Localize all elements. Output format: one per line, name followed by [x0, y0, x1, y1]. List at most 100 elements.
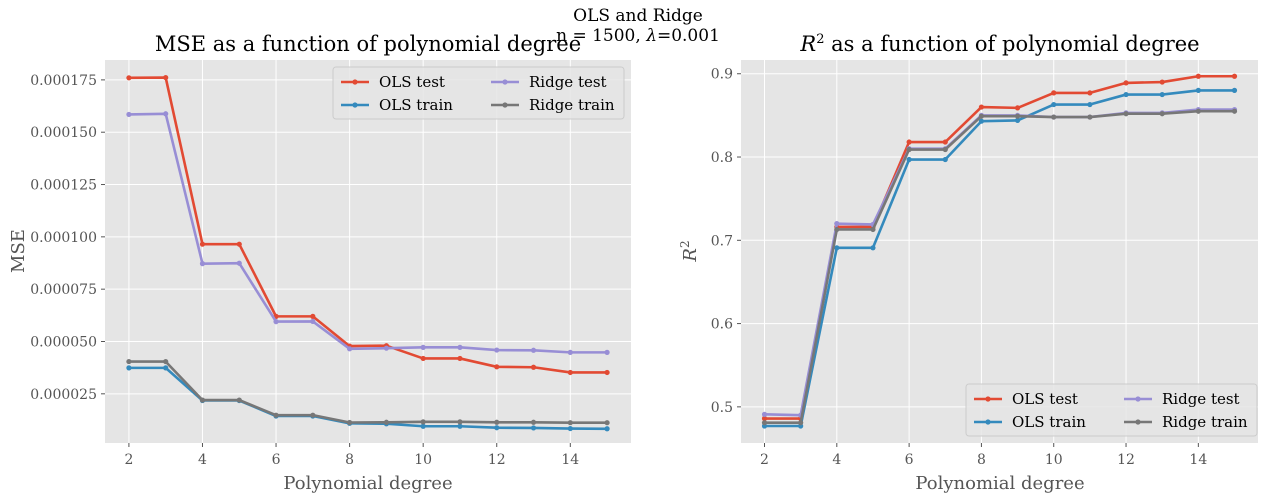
r2-xtick-label: 4	[832, 452, 841, 468]
mse-ridge-train-point	[420, 419, 426, 425]
mse-xtick-label: 14	[561, 452, 579, 468]
mse-ridge-train-point	[604, 420, 610, 426]
r2-legend-ols-train-marker	[985, 419, 991, 425]
mse-series-group	[126, 74, 610, 432]
mse-legend: OLS test OLS train Ridge test Ridge train	[332, 66, 625, 120]
mse-ridge-train-point	[163, 358, 169, 365]
r2-legend-ols-train-label: OLS train	[1012, 413, 1086, 431]
mse-ridge-train-point	[126, 358, 132, 365]
subtitle-value: =0.001	[656, 26, 720, 46]
r2-xtick-label: 8	[977, 452, 986, 468]
r2-ridge-train-point	[1123, 111, 1129, 117]
mse-ols-train-point	[604, 426, 610, 432]
mse-ols-test-point	[494, 364, 500, 370]
r2-ylabel-sup: 2	[678, 240, 692, 248]
mse-ridge-test-point	[457, 344, 463, 350]
mse-xlabel: Polynomial degree	[283, 473, 452, 494]
mse-ridge-train-line	[128, 360, 608, 425]
mse-ridge-train-point	[199, 397, 206, 403]
r2-ols-train-line	[764, 89, 1235, 428]
mse-ytick-label: 0.000050	[30, 334, 97, 350]
r2-ols-train-point	[906, 156, 912, 163]
r2-ridge-train-point	[1087, 114, 1093, 120]
figure-subtitle: n = 1500, λ=0.001	[0, 26, 1276, 46]
mse-ridge-train-point	[347, 419, 353, 426]
r2-ridge-test-point	[761, 411, 768, 417]
mse-legend-ols-test-label: OLS test	[379, 73, 445, 91]
r2-ols-train-point	[1123, 91, 1129, 98]
r2-title: R2 as a function of polynomial degree	[799, 32, 1199, 56]
r2-ols-test-point	[1231, 73, 1238, 79]
r2-series-group	[761, 73, 1238, 429]
mse-ols-train-point	[126, 365, 132, 371]
mse-ols-test-point	[199, 241, 206, 247]
mse-ylabel: MSE	[8, 229, 29, 273]
mse-panel: 2 4 6 8 10 12 14 0.000025 0.000050 0.000075 0.0001…	[8, 32, 631, 494]
r2-legend-ols-test-label: OLS test	[1012, 390, 1078, 408]
mse-ticks: 2 4 6 8 10 12 14 0.000025 0.000050 0.000075 0.0001…	[30, 73, 579, 468]
r2-ols-train-point	[870, 245, 876, 251]
r2-xtick-label: 12	[1117, 452, 1135, 468]
r2-ols-train-point	[1231, 87, 1238, 93]
mse-ols-train-point	[494, 425, 500, 431]
mse-ridge-train-point	[567, 420, 573, 426]
r2-ols-test-point	[761, 415, 768, 422]
r2-legend-ols-test-marker	[985, 396, 991, 402]
r2-plot-background	[741, 60, 1258, 443]
mse-ridge-train-point	[457, 419, 463, 425]
r2-ridge-train-point	[761, 420, 768, 426]
r2-ridge-train-point	[834, 226, 840, 233]
mse-ridge-test-point	[567, 349, 573, 355]
r2-ytick-label: 0.8	[711, 150, 733, 166]
r2-ridge-test-point	[834, 221, 840, 227]
mse-ols-test-point	[236, 241, 242, 247]
r2-ylabel-r: R	[680, 248, 701, 263]
r2-xtick-label: 6	[905, 452, 914, 468]
r2-ols-test-point	[1051, 90, 1057, 96]
r2-ols-train-point	[942, 156, 948, 163]
mse-ols-test-point	[530, 364, 537, 370]
r2-xtick-label: 14	[1189, 452, 1207, 468]
r2-ols-test-point	[1014, 105, 1021, 111]
subtitle-lambda: λ	[646, 26, 657, 46]
r2-ols-train-point	[1014, 117, 1021, 123]
r2-ridge-train-point	[870, 226, 876, 233]
r2-ols-test-point	[906, 139, 912, 145]
mse-ols-test-point	[567, 369, 573, 376]
r2-ols-test-point	[1195, 73, 1201, 79]
r2-xlabel: Polynomial degree	[915, 473, 1084, 494]
mse-ols-test-point	[310, 313, 316, 319]
r2-ridge-train-point	[1231, 108, 1238, 114]
subtitle-prefix: n = 1500,	[556, 26, 647, 46]
mse-ridge-test-point	[420, 344, 426, 350]
mse-ytick-label: 0.000100	[30, 230, 97, 246]
mse-ols-test-point	[126, 75, 132, 81]
r2-legend-ridge-test-label: Ridge test	[1162, 390, 1240, 408]
r2-legend-ridge-train-label: Ridge train	[1162, 413, 1248, 431]
mse-ols-test-point	[457, 355, 463, 362]
mse-ols-train-point	[457, 423, 463, 429]
r2-ridge-train-point	[942, 146, 948, 153]
r2-ridge-train-point	[978, 113, 985, 119]
r2-xtick-label: 10	[1045, 452, 1063, 468]
r2-legend-box	[965, 383, 1258, 437]
r2-title-rest: as a function of polynomial degree	[824, 32, 1199, 56]
mse-title: MSE as a function of polynomial degree	[155, 32, 581, 56]
mse-ridge-test-point	[383, 345, 389, 351]
mse-plot-background	[105, 60, 631, 443]
r2-title-r: R	[799, 32, 816, 56]
mse-ridge-test-point	[126, 111, 132, 118]
mse-ols-test-line	[128, 76, 608, 374]
figure-suptitle: OLS and Ridge	[0, 6, 1276, 26]
mse-legend-ridge-train-label: Ridge train	[529, 96, 615, 114]
mse-legend-ridge-test-marker	[502, 79, 508, 85]
r2-ols-test-point	[942, 139, 948, 145]
mse-ridge-train-point	[494, 419, 500, 425]
r2-ridge-train-line	[764, 109, 1235, 424]
r2-title-sup: 2	[816, 32, 824, 47]
r2-panel: 2 4 6 8 10 12 140.50.60.70.80.9 R2 as a functi…	[678, 32, 1258, 494]
mse-ridge-train-point	[310, 412, 316, 418]
mse-ridge-train-point	[273, 412, 279, 418]
mse-ytick-label: 0.000150	[30, 125, 97, 141]
